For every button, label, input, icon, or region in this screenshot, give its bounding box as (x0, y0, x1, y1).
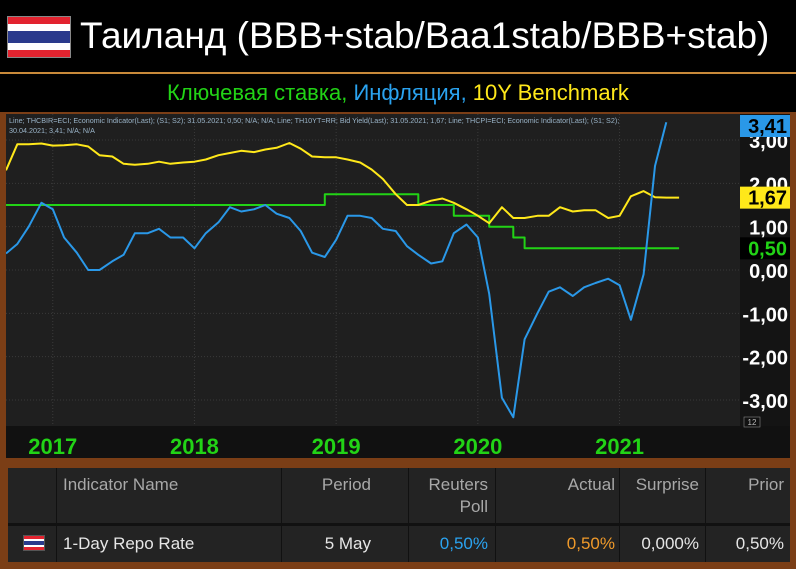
last-value-badge (740, 115, 790, 137)
y-tick-label: -1,00 (742, 304, 788, 326)
header-reuters: Reuters (428, 475, 488, 494)
chart-panel: 3,00 2,00 1,00 0,00 -1,00 -2,00 -3,00 2017 2018 2… (6, 114, 790, 458)
axis-badge-label: 12 (748, 418, 757, 427)
header-period: Period (321, 475, 371, 494)
chart-subtitle: Ключевая ставка, Инфляция, 10Y Benchmark (0, 74, 796, 112)
header-indicator-name: Indicator Name (63, 475, 179, 494)
title-bar: Таиланд (BBB+stab/Baa1stab/BBB+stab) (0, 0, 796, 72)
x-tick-label: 2017 (28, 434, 77, 458)
cell-surprise: 0,000% (641, 534, 699, 553)
cell-indicator: 1-Day Repo Rate (63, 534, 195, 553)
x-tick-label: 2021 (595, 434, 644, 458)
header-actual: Actual (567, 475, 615, 494)
y-tick-label: -2,00 (742, 348, 788, 370)
header-poll: Poll (459, 497, 488, 516)
header-prior: Prior (748, 475, 784, 494)
page-title: Таиланд (BBB+stab/Baa1stab/BBB+stab) (80, 15, 770, 56)
cell-actual: 0,50% (566, 534, 615, 553)
x-tick-label: 2019 (312, 434, 361, 458)
subtitle-benchmark: 10Y Benchmark (466, 80, 629, 105)
axis-badge-box (743, 416, 761, 428)
last-value-label: 1,67 (748, 188, 787, 210)
row-flag-icon (23, 535, 45, 551)
series-line-thcbir-eci (6, 193, 680, 250)
series-line-th10yt-rr (6, 142, 680, 225)
subtitle-inflation: Инфляция, (347, 80, 467, 105)
cell-period: 5 May (324, 534, 371, 553)
y-tick-label: -3,00 (742, 391, 788, 413)
thailand-flag-icon (7, 16, 71, 58)
last-value-label: 3,41 (748, 116, 787, 138)
cell-prior: 0,50% (735, 534, 784, 553)
plot-background (6, 114, 790, 426)
chart-legend-line-2: 30.04.2021; 3,41; N/A; N/A (9, 126, 95, 135)
y-tick-label: 1,00 (749, 218, 788, 240)
series-line-thcpi-eci (6, 121, 668, 419)
indicator-table: Indicator Name Period Reuters Poll Actua… (8, 468, 790, 562)
header-surprise: Surprise (635, 475, 699, 494)
y-axis-panel (740, 114, 790, 426)
header-divider (0, 72, 796, 74)
y-tick-label: 0,00 (749, 261, 788, 283)
cell-poll: 0,50% (439, 534, 488, 553)
last-value-label: 0,50 (748, 238, 787, 260)
subtitle-policy-rate: Ключевая ставка, (167, 80, 348, 105)
chart-legend-line-1: Line; THCBIR=ECI; Economic Indicator(Las… (9, 116, 619, 125)
x-tick-label: 2018 (170, 434, 219, 458)
last-value-badge (740, 186, 790, 209)
last-value-badge (740, 237, 790, 260)
x-tick-label: 2020 (453, 434, 502, 458)
x-axis-panel (6, 426, 790, 458)
